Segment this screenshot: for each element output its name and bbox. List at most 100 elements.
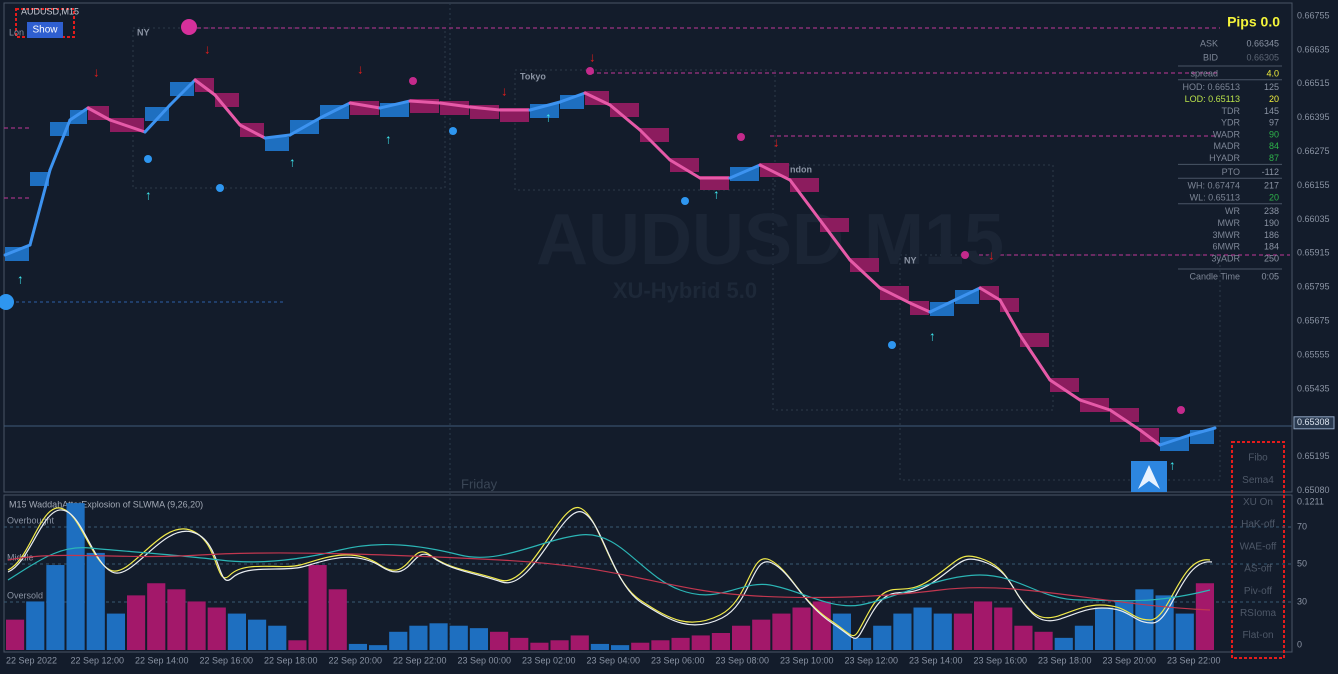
ma-segment: [728, 163, 762, 180]
histogram-bar: [348, 643, 367, 650]
histogram-bar: [268, 625, 287, 650]
info-value: 4.0: [1266, 68, 1279, 78]
ma-segment: [288, 116, 322, 137]
price-label: 0.65195: [1297, 451, 1330, 461]
ma-segment: [193, 78, 217, 97]
level-label: 50: [1297, 558, 1307, 568]
toggle-button[interactable]: XU On: [1243, 497, 1273, 508]
info-label: BID: [1203, 52, 1219, 62]
histogram-bar: [792, 607, 811, 650]
session-label: NY: [137, 27, 150, 37]
svg-text:↓: ↓: [988, 247, 995, 262]
ma-segment: [468, 105, 502, 112]
toggle-button[interactable]: WAE-off: [1240, 541, 1277, 552]
time-label: 22 Sep 20:00: [329, 655, 383, 665]
ma-segment: [528, 100, 562, 112]
histogram-bar: [1074, 625, 1093, 650]
time-label: 23 Sep 18:00: [1038, 655, 1092, 665]
ribbon: [930, 302, 954, 316]
info-value: 125: [1264, 82, 1279, 92]
time-label: 22 Sep 2022: [6, 655, 57, 665]
info-label: HYADR: [1209, 153, 1240, 163]
show-button-label[interactable]: Show: [32, 25, 58, 36]
time-label: 22 Sep 18:00: [264, 655, 318, 665]
histogram-bar: [873, 625, 892, 650]
toggle-button[interactable]: RSIoma: [1240, 608, 1277, 619]
ma-segment: [168, 78, 197, 107]
price-label: 0.66395: [1297, 112, 1330, 122]
info-value: 145: [1264, 106, 1279, 116]
ribbon: [1050, 378, 1079, 392]
histogram-bar: [1014, 625, 1033, 650]
ma-segment: [1158, 433, 1192, 447]
histogram-bar: [711, 633, 730, 650]
toggle-button[interactable]: Sema4: [1242, 475, 1274, 486]
logo-mark: [1138, 465, 1160, 489]
time-label: 23 Sep 08:00: [716, 655, 770, 665]
level-label: 0.1211: [1297, 496, 1324, 506]
time-label: 22 Sep 12:00: [71, 655, 125, 665]
toggle-button[interactable]: Fibo: [1248, 453, 1268, 464]
histogram-bar: [1175, 613, 1194, 650]
histogram-bar: [933, 613, 952, 650]
level-lines: [4, 27, 1290, 256]
info-value: 20: [1269, 192, 1279, 202]
histogram-bar: [207, 607, 226, 650]
histogram-bar: [752, 619, 771, 650]
price-label: 0.65435: [1297, 383, 1330, 393]
toggle-button[interactable]: HaK-off: [1241, 519, 1275, 530]
histogram-bar: [449, 625, 468, 650]
info-value: 87: [1269, 153, 1279, 163]
info-label: 6MWR: [1213, 242, 1241, 252]
info-label: LOD: 0.65113: [1185, 94, 1240, 104]
info-value: 97: [1269, 118, 1279, 128]
time-label: 23 Sep 14:00: [909, 655, 963, 665]
price-label: 0.65555: [1297, 349, 1330, 359]
ma-segment: [608, 103, 642, 132]
toggle-button[interactable]: Piv-off: [1244, 586, 1272, 597]
info-value: 90: [1269, 129, 1279, 139]
histogram-bar: [530, 642, 549, 650]
svg-text:↑: ↑: [713, 186, 720, 201]
time-label: 23 Sep 20:00: [1103, 655, 1157, 665]
price-label: 0.66635: [1297, 44, 1330, 54]
histogram-bar: [227, 613, 246, 650]
indicator-lines: [7, 507, 1213, 639]
toggle-button[interactable]: Flat-on: [1242, 630, 1273, 641]
svg-text:↑: ↑: [145, 187, 152, 202]
price-axis: 0.66755 0.66635 0.66515 0.66395 0.66275 0.661…: [1293, 10, 1335, 495]
info-label: Candle Time: [1189, 271, 1240, 281]
info-value: 20: [1269, 94, 1279, 104]
info-label: YDR: [1221, 118, 1241, 128]
session-label: Lon: [9, 27, 24, 37]
svg-text:↑: ↑: [929, 328, 936, 343]
ribbon: [1140, 428, 1159, 442]
ma-segment: [263, 133, 292, 140]
show-button[interactable]: [27, 22, 63, 38]
histogram-bar: [590, 643, 609, 650]
ma-segment: [908, 301, 932, 314]
ma-segment: [3, 243, 32, 257]
info-label: WR: [1225, 206, 1240, 216]
histogram-bar: [812, 601, 831, 650]
svg-text:↓: ↓: [589, 49, 596, 64]
histogram-bar: [490, 631, 509, 650]
ma-segment: [848, 258, 882, 290]
time-label: 23 Sep 00:00: [458, 655, 512, 665]
histogram-bar: [974, 601, 993, 650]
info-value: 217: [1264, 181, 1279, 191]
info-label: WADR: [1213, 129, 1241, 139]
time-label: 23 Sep 04:00: [587, 655, 641, 665]
info-value: 84: [1269, 141, 1279, 151]
ribbon: [265, 137, 289, 151]
info-value: 250: [1264, 253, 1279, 263]
histogram-bar: [308, 565, 327, 650]
histogram-bar: [1195, 583, 1214, 650]
histogram-bar: [66, 503, 85, 650]
ribbon: [955, 290, 979, 304]
toggle-button[interactable]: AS-off: [1244, 564, 1272, 575]
histogram-bar: [631, 642, 650, 650]
price-label: 0.66155: [1297, 180, 1330, 190]
